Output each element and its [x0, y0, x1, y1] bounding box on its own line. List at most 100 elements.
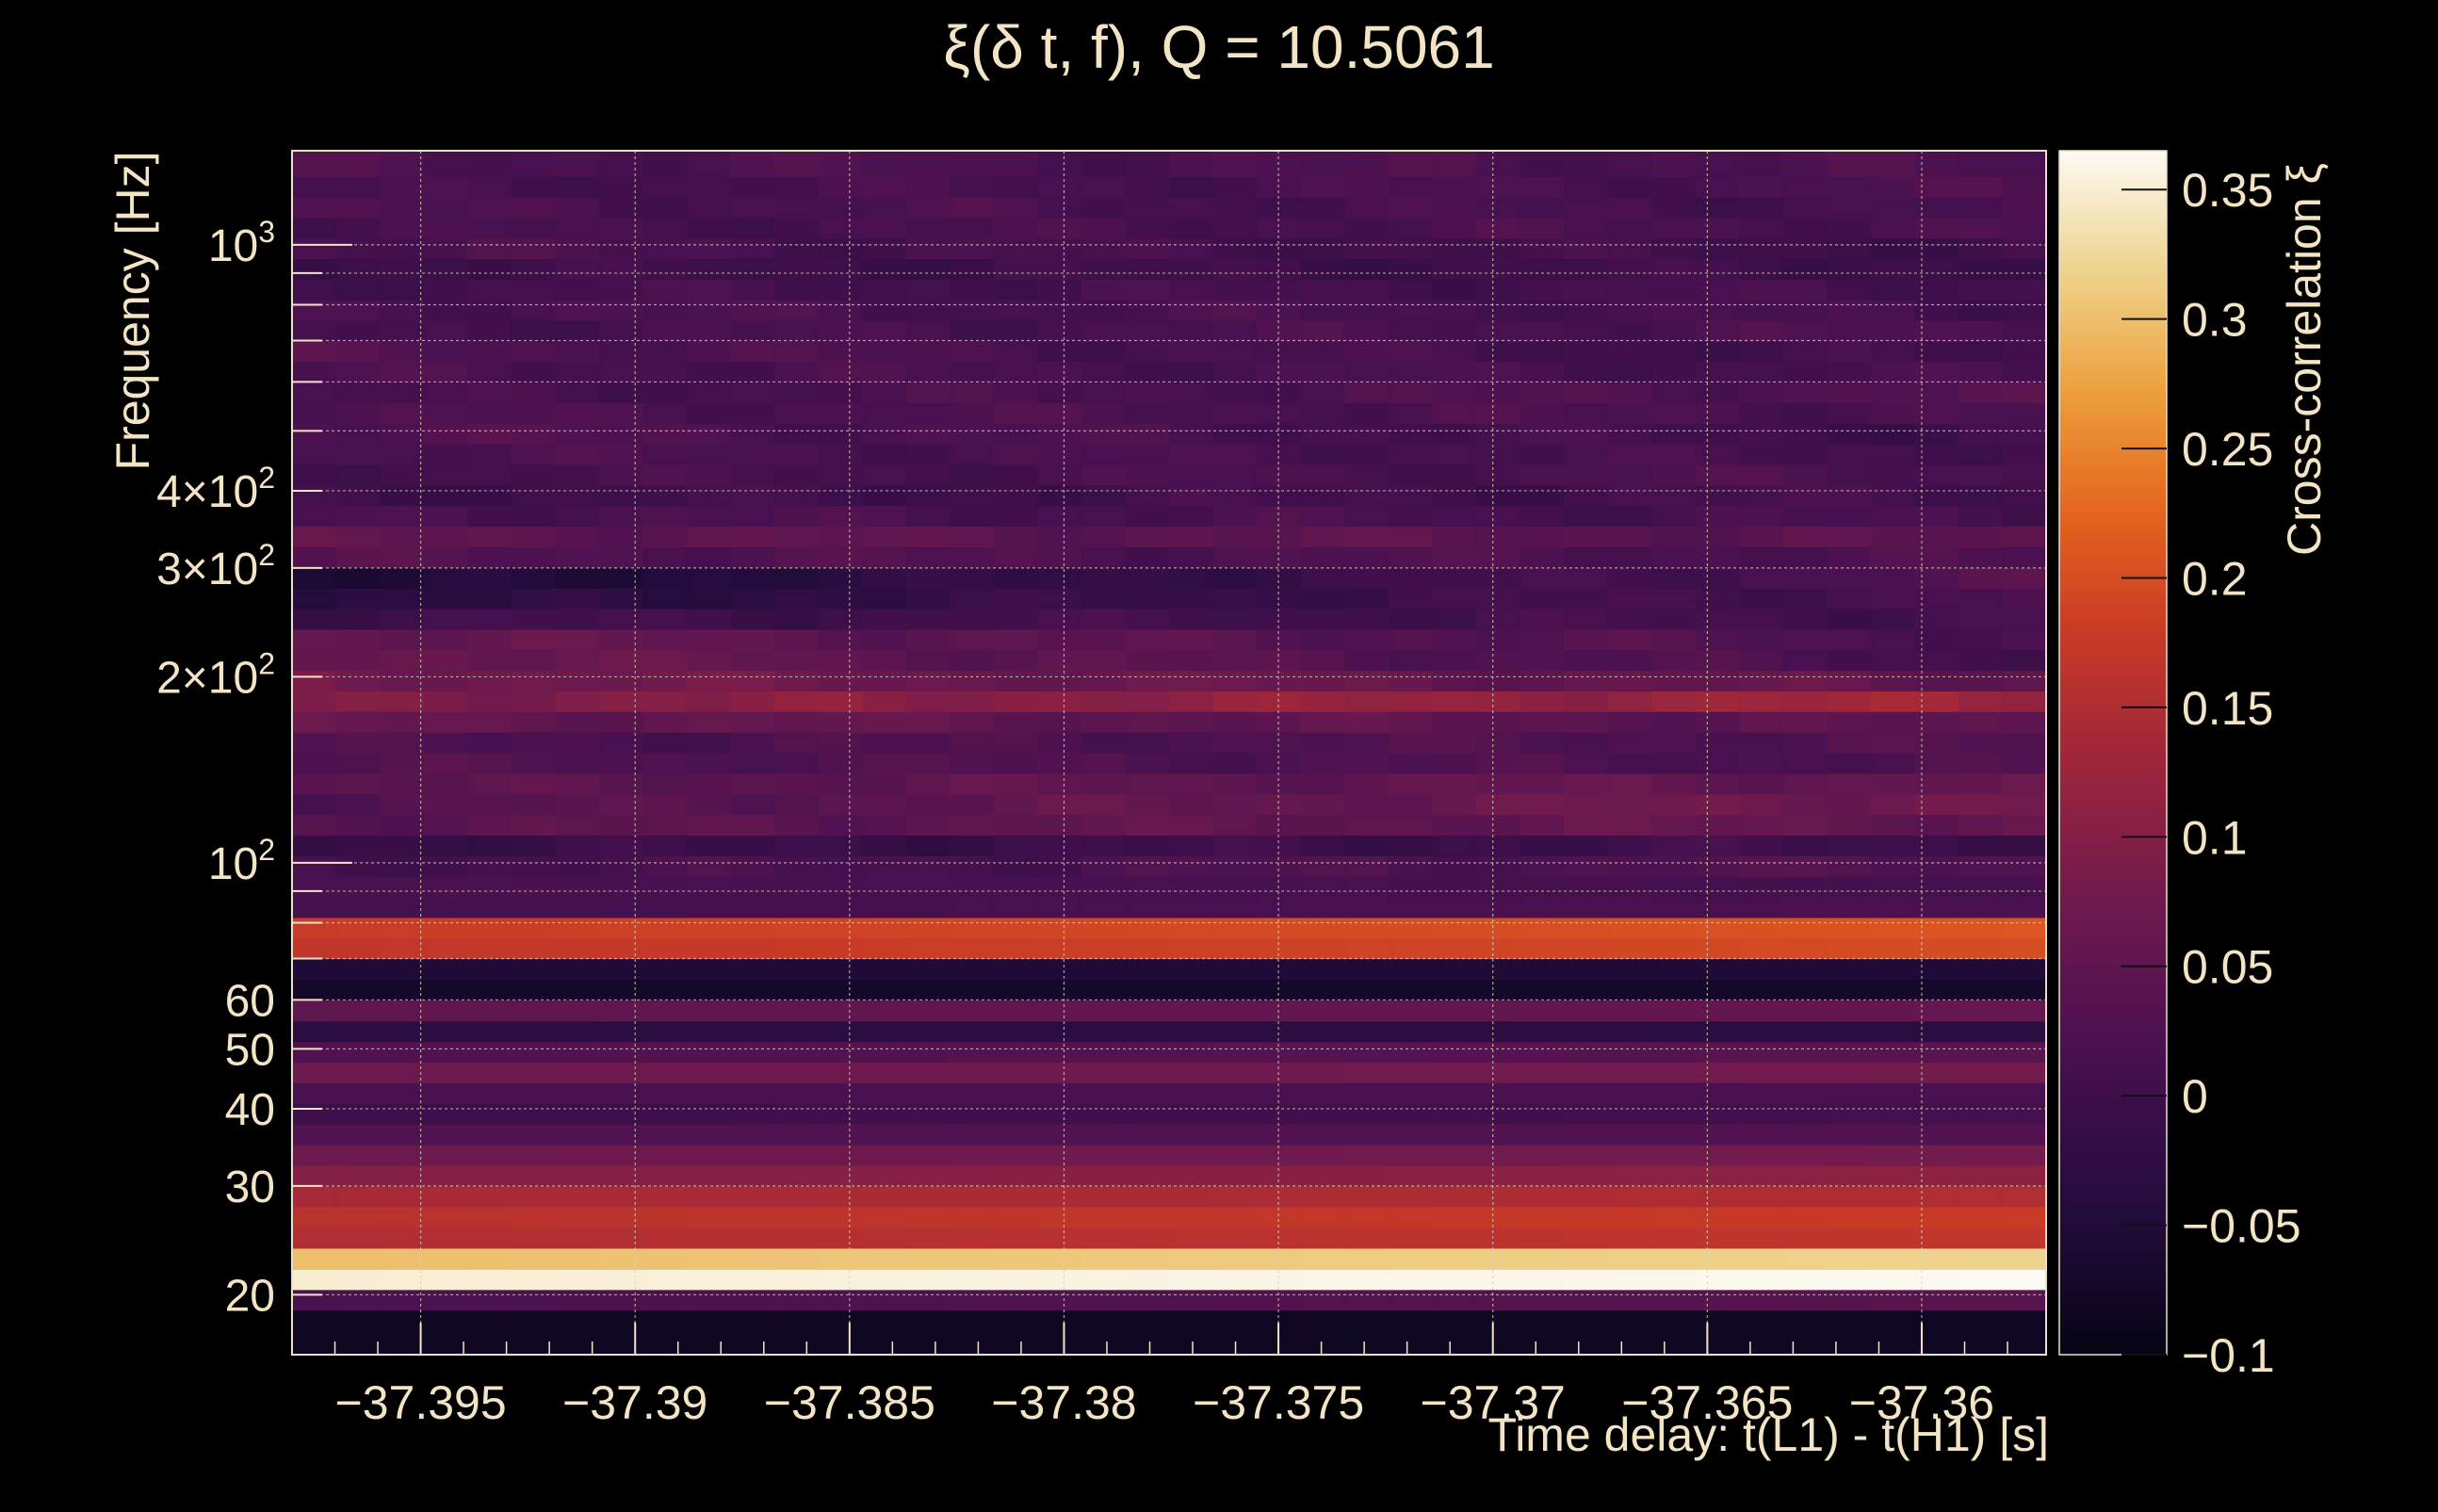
- heatmap-cell: [1914, 1164, 1959, 1187]
- heatmap-cell: [686, 505, 732, 528]
- heatmap-cell: [1870, 649, 1915, 672]
- heatmap-cell: [1169, 1020, 1214, 1043]
- heatmap-cell: [1914, 876, 1959, 898]
- heatmap-cell: [292, 1082, 337, 1104]
- heatmap-cell: [292, 691, 337, 712]
- heatmap-cell: [1475, 752, 1520, 774]
- heatmap-cell: [1695, 1082, 1740, 1104]
- heatmap-cell: [950, 649, 995, 672]
- heatmap-cell: [950, 258, 995, 280]
- heatmap-cell: [818, 752, 863, 774]
- heatmap-cell: [1607, 1041, 1652, 1063]
- heatmap-cell: [598, 814, 643, 837]
- heatmap-cell: [862, 423, 907, 445]
- heatmap-cell: [1388, 217, 1433, 239]
- heatmap-cell: [905, 1041, 951, 1063]
- heatmap-cell: [1563, 1000, 1609, 1022]
- heatmap-cell: [423, 917, 468, 939]
- heatmap-cell: [818, 835, 863, 856]
- heatmap-cell: [642, 897, 688, 919]
- heatmap-cell: [774, 444, 820, 465]
- heatmap-cell: [1870, 1185, 1915, 1208]
- heatmap-cell: [1695, 1020, 1740, 1043]
- heatmap-cell: [1782, 608, 1828, 630]
- heatmap-cell: [1695, 1206, 1740, 1228]
- heatmap-cell: [598, 484, 643, 507]
- heatmap-cell: [423, 1082, 468, 1104]
- heatmap-cell: [1520, 279, 1565, 301]
- heatmap-cell: [423, 958, 468, 981]
- heatmap-cell: [423, 1206, 468, 1228]
- heatmap-cell: [467, 608, 512, 630]
- heatmap-cell: [1782, 197, 1828, 219]
- heatmap-cell: [730, 917, 775, 939]
- heatmap-cell: [1344, 958, 1390, 981]
- heatmap-cell: [1388, 711, 1433, 733]
- heatmap-cell: [1169, 423, 1214, 445]
- heatmap-cell: [1563, 361, 1609, 383]
- heatmap-cell: [292, 567, 337, 589]
- heatmap-cell: [1958, 176, 2004, 198]
- heatmap-cell: [1125, 1124, 1170, 1146]
- heatmap-cell: [1520, 793, 1565, 816]
- heatmap-cell: [511, 752, 556, 774]
- heatmap-cell: [730, 382, 775, 404]
- heatmap-cell: [1958, 772, 2004, 795]
- heatmap-cell: [1212, 628, 1258, 651]
- heatmap-cell: [1432, 423, 1477, 445]
- heatmap-cell: [1739, 876, 1784, 898]
- heatmap-cell: [423, 237, 468, 260]
- heatmap-cell: [1520, 1020, 1565, 1043]
- heatmap-cell: [1607, 237, 1652, 260]
- heatmap-cell: [1914, 340, 1959, 363]
- heatmap-cell: [686, 1144, 732, 1166]
- heatmap-cell: [1782, 772, 1828, 795]
- heatmap-cell: [1563, 608, 1609, 630]
- heatmap-cell: [1958, 237, 2004, 260]
- heatmap-cell: [993, 917, 1038, 939]
- heatmap-cell: [1958, 1062, 2004, 1083]
- heatmap-cell: [1782, 484, 1828, 507]
- heatmap-cell: [1651, 340, 1697, 363]
- heatmap-cell: [511, 1000, 556, 1022]
- heatmap-cell: [774, 628, 820, 651]
- heatmap-cell: [511, 382, 556, 404]
- heatmap-cell: [1432, 814, 1477, 837]
- heatmap-cell: [1563, 546, 1609, 568]
- heatmap-cell: [905, 300, 951, 321]
- heatmap-cell: [598, 711, 643, 733]
- heatmap-cell: [1344, 176, 1390, 198]
- heatmap-cell: [1344, 1227, 1390, 1249]
- heatmap-cell: [511, 340, 556, 363]
- heatmap-cell: [292, 649, 337, 672]
- colorbar-segment: [2059, 771, 2167, 778]
- heatmap-cell: [1563, 1227, 1609, 1249]
- heatmap-cell: [905, 608, 951, 630]
- heatmap-cell: [467, 1041, 512, 1063]
- y-tick-label: 2×102: [156, 646, 275, 703]
- heatmap-cell: [1607, 526, 1652, 547]
- heatmap-cell: [818, 608, 863, 630]
- heatmap-cell: [1432, 402, 1477, 424]
- heatmap-cell: [1563, 279, 1609, 301]
- heatmap-cell: [1081, 752, 1127, 774]
- heatmap-cell: [1782, 340, 1828, 363]
- heatmap-cell: [1388, 340, 1433, 363]
- heatmap-cell: [2002, 444, 2047, 465]
- heatmap-cell: [642, 670, 688, 691]
- colorbar-segment: [2059, 235, 2167, 242]
- heatmap-cell: [335, 484, 381, 507]
- colorbar-tick-label: 0.1: [2182, 811, 2248, 864]
- heatmap-cell: [1607, 1082, 1652, 1104]
- heatmap-cell: [1257, 1206, 1302, 1228]
- heatmap-cell: [1695, 1269, 1740, 1291]
- heatmap-cell: [686, 752, 732, 774]
- heatmap-cell: [774, 937, 820, 960]
- colorbar-segment: [2059, 1264, 2167, 1272]
- heatmap-cell: [335, 814, 381, 837]
- heatmap-cell: [774, 320, 820, 342]
- heatmap-cell: [686, 444, 732, 465]
- heatmap-cell: [1300, 1144, 1345, 1166]
- heatmap-cell: [1651, 320, 1697, 342]
- heatmap-cell: [335, 361, 381, 383]
